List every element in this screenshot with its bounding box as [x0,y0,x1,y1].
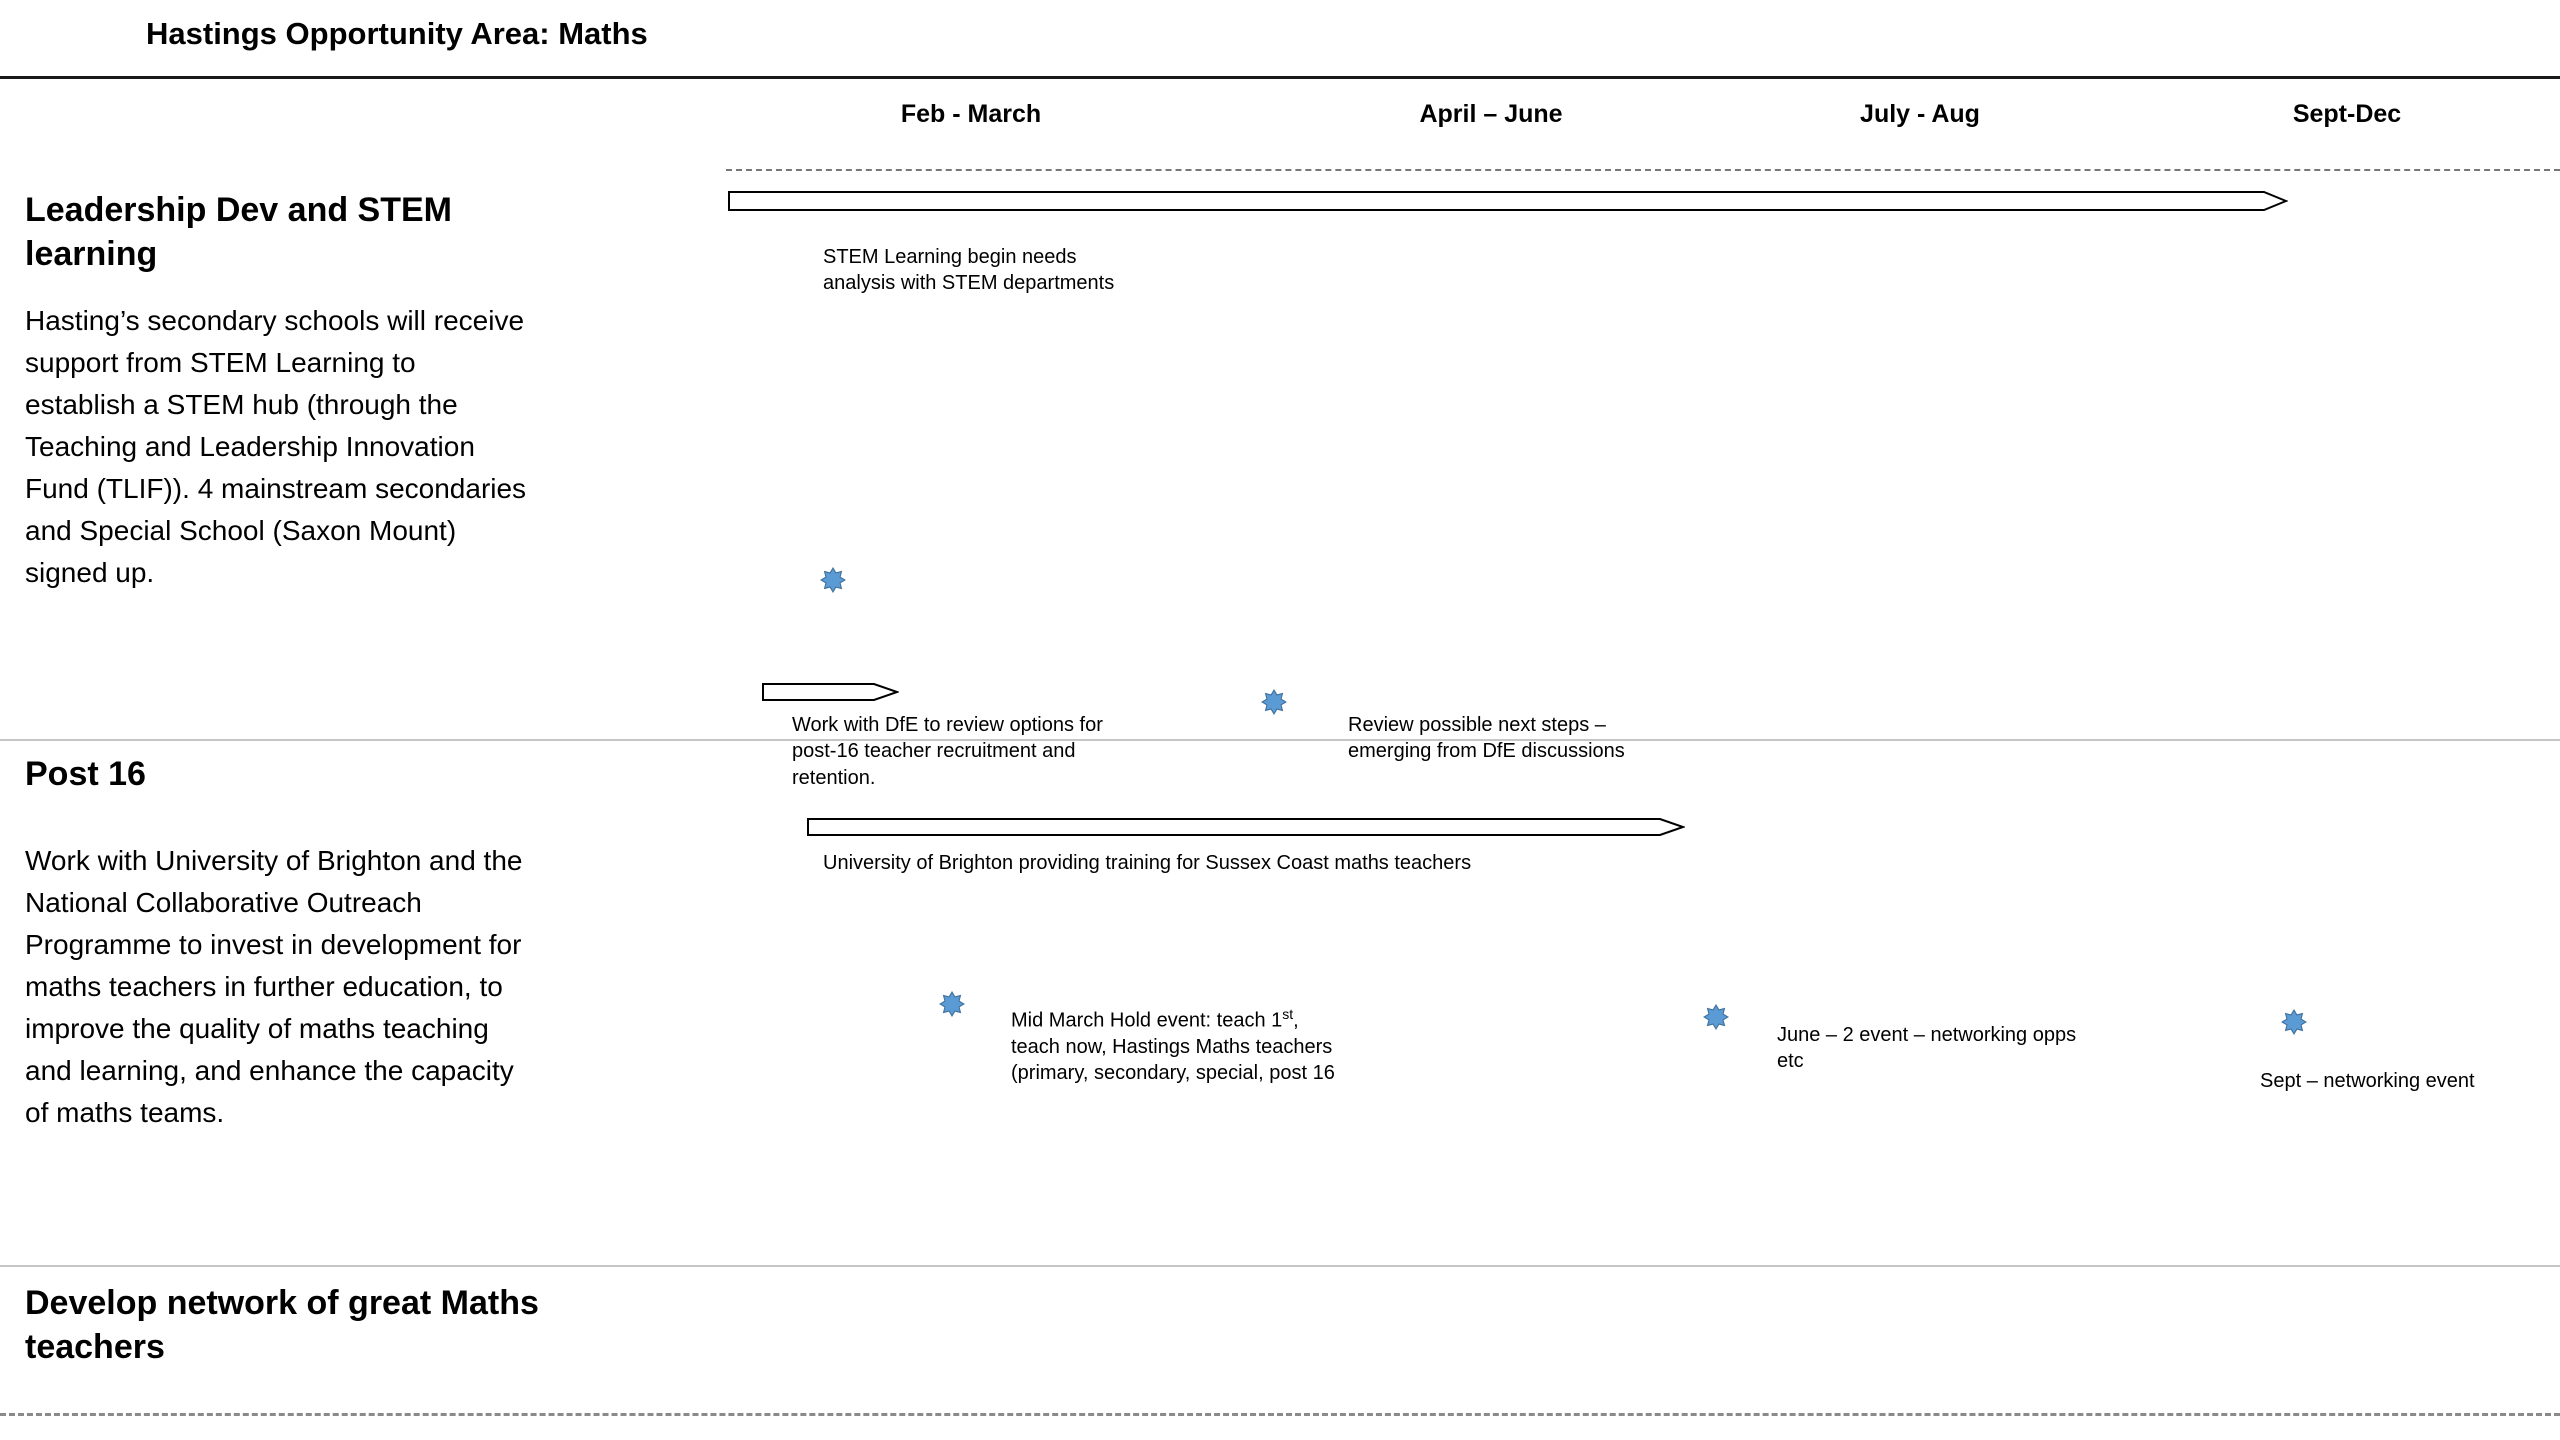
row-divider [0,739,2560,741]
stem-learning-timeline-bar [728,191,2288,211]
workstream-description-post-16: Work with University of Brighton and the… [25,845,523,1128]
next-steps-label: Review possible next steps – emerging fr… [1348,714,1625,763]
row-divider [0,1265,2560,1267]
workstream-heading-post-16: Post 16 [25,755,146,793]
title-divider [0,76,2560,79]
milestone-star-icon [939,991,965,1017]
sept-event-label: Sept – networking event [2260,1070,2475,1092]
stem-needs-analysis-label: STEM Learning begin needs analysis with … [823,246,1115,295]
brighton-training-timeline-bar [807,818,1685,836]
milestone-star-icon [820,567,846,593]
timeline-header-sept-dec: Sept-Dec [2292,100,2402,128]
brighton-training-label: University of Brighton providing trainin… [823,852,1472,874]
mid-march-event-text: Mid March Hold event: teach 1 [1011,1009,1283,1032]
dfe-review-timeline-bar [762,683,899,701]
milestone-star-icon [1261,689,1287,715]
timeline-header-feb-march: Feb - March [900,100,1042,128]
page-title: Hastings Opportunity Area: Maths [146,16,648,51]
workstream-heading-maths-network: Develop network of great Maths teachers [25,1284,539,1367]
dfe-review-label: Work with DfE to review options for post… [792,714,1103,789]
mid-march-event-label: Mid March Hold event: teach 1st, teach n… [1011,1005,1346,1087]
header-dashed-baseline [726,169,2560,171]
workstream-heading-leadership-stem: Leadership Dev and STEM learning [25,191,452,274]
mid-march-event-text-rest: , teach now, Hastings Maths teachers (pr… [1011,1009,1335,1085]
bottom-dashed-divider [0,1413,2560,1416]
workstream-description-leadership-stem: Hasting’s secondary schools will receive… [25,305,527,588]
timeline-header-april-june: April – June [1419,100,1563,128]
timeline-header-july-aug: July - Aug [1860,100,1980,128]
ordinal-superscript: st [1282,1006,1294,1022]
june-event-label: June – 2 event – networking opps etc [1777,1024,2077,1073]
milestone-star-icon [1703,1004,1729,1030]
milestone-star-icon [2281,1009,2307,1035]
